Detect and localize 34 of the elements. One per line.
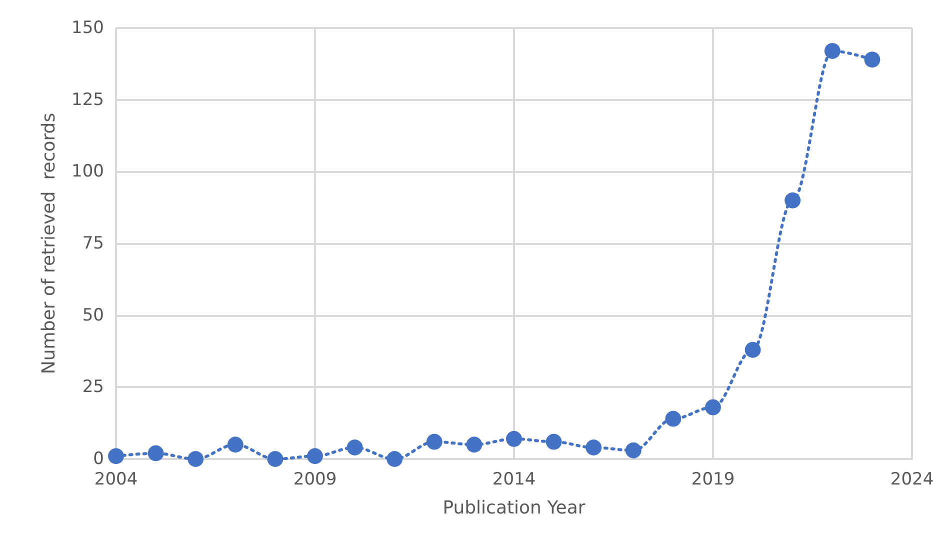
- point: [625, 442, 642, 458]
- point: [824, 42, 840, 59]
- x-tick-label: 2024: [890, 470, 934, 490]
- point: [466, 436, 482, 453]
- x-axis-title: Publication Year: [442, 498, 586, 518]
- x-tick-label: 2009: [293, 470, 337, 490]
- point: [546, 434, 562, 450]
- point: [665, 410, 682, 427]
- point: [108, 448, 124, 464]
- x-tick-label: 2014: [492, 470, 536, 490]
- x-tick-label: 2004: [94, 470, 138, 490]
- point: [188, 451, 204, 467]
- point: [426, 434, 442, 450]
- point: [784, 192, 801, 208]
- point: [267, 451, 284, 467]
- y-tick-label: 75: [82, 234, 104, 254]
- y-tick-label: 100: [72, 162, 104, 182]
- point: [705, 399, 721, 416]
- y-tick-label: 0: [93, 449, 104, 469]
- y-tick-label: 150: [72, 18, 104, 38]
- point: [586, 440, 602, 456]
- point: [386, 451, 403, 467]
- point: [744, 342, 761, 358]
- x-tick-label: 2019: [691, 470, 735, 490]
- y-axis-title: Number of retrieved records: [38, 112, 60, 374]
- y-tick-label: 25: [82, 377, 104, 398]
- point: [307, 448, 323, 464]
- point: [506, 430, 522, 447]
- point: [148, 445, 164, 462]
- point: [346, 440, 363, 456]
- y-tick-label: 125: [72, 90, 104, 110]
- point: [227, 436, 244, 453]
- point: [864, 52, 880, 68]
- y-tick-label: 50: [82, 305, 104, 326]
